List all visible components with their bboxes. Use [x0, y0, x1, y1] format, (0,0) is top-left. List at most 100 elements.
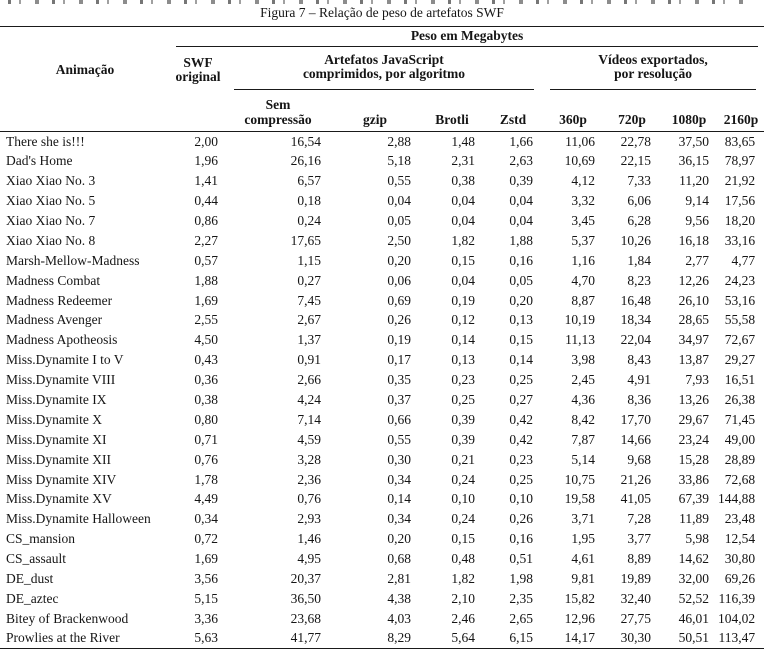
table-row: Miss.Dynamite VIII 0,36 2,66 0,35 0,23 0… — [0, 370, 764, 390]
table-row: DE_dust 3,56 20,37 2,81 1,82 1,98 9,81 1… — [0, 569, 764, 589]
cell-1080p: 5,98 — [685, 531, 709, 547]
cell-zstd: 0,25 — [509, 471, 533, 487]
col-header-animacao: Animação — [55, 62, 115, 77]
cell-2160p: 83,65 — [718, 131, 764, 152]
cell-zstd: 2,63 — [509, 153, 533, 169]
cell-zstd: 0,26 — [509, 511, 533, 527]
cell-360p: 4,36 — [571, 392, 595, 408]
cell-zstd: 0,16 — [509, 531, 533, 547]
cell-brotli: 0,38 — [451, 173, 475, 189]
table-row: Miss.Dynamite X 0,80 7,14 0,66 0,39 0,42… — [0, 410, 764, 430]
cell-brotli: 2,10 — [451, 590, 475, 606]
cell-brotli: 2,31 — [451, 153, 475, 169]
cell-gzip: 4,03 — [387, 610, 411, 626]
swf-label-line1: SWF — [183, 54, 213, 70]
cell-360p: 10,75 — [564, 471, 595, 487]
cell-zstd: 0,20 — [509, 292, 533, 308]
animation-name: Madness Combat — [6, 272, 101, 288]
cell-zstd: 1,98 — [509, 571, 533, 587]
cell-sem-compressao: 2,67 — [297, 312, 321, 328]
cell-360p: 14,17 — [564, 630, 595, 646]
cell-720p: 30,30 — [620, 630, 651, 646]
cell-720p: 8,89 — [627, 551, 651, 567]
col-header-720p: 720p — [618, 111, 646, 127]
cell-brotli: 0,10 — [451, 491, 475, 507]
col-header-360p: 360p — [559, 111, 587, 127]
table-row: Xiao Xiao No. 8 2,27 17,65 2,50 1,82 1,8… — [0, 231, 764, 251]
cell-zstd: 0,27 — [509, 392, 533, 408]
cell-brotli: 0,21 — [451, 451, 475, 467]
cell-zstd: 0,39 — [509, 173, 533, 189]
cell-swf-original: 2,27 — [194, 232, 218, 248]
cell-brotli: 0,48 — [451, 551, 475, 567]
cell-brotli: 0,24 — [451, 511, 475, 527]
cell-1080p: 29,67 — [678, 411, 709, 427]
cell-1080p: 23,24 — [678, 431, 709, 447]
cell-zstd: 0,04 — [509, 193, 533, 209]
animation-name: Miss.Dynamite VIII — [6, 372, 116, 388]
cell-sem-compressao: 0,76 — [297, 491, 321, 507]
animation-name: Dad's Home — [6, 153, 73, 169]
animation-name: DE_dust — [6, 571, 54, 587]
cell-zstd: 6,15 — [509, 630, 533, 646]
cell-1080p: 11,89 — [679, 511, 709, 527]
cell-1080p: 9,14 — [685, 193, 709, 209]
animation-name: Marsh-Mellow-Madness — [6, 252, 140, 268]
cell-720p: 27,75 — [620, 610, 651, 626]
cell-360p: 11,06 — [542, 131, 604, 152]
cell-brotli: 0,39 — [451, 431, 475, 447]
rule-under-videos-exportados — [550, 88, 757, 90]
animation-name: Madness Apotheosis — [6, 332, 118, 348]
cell-gzip: 5,18 — [387, 153, 411, 169]
animation-name: DE_aztec — [6, 590, 59, 606]
table-row: Miss.Dynamite XV 4,49 0,76 0,14 0,10 0,1… — [0, 490, 764, 510]
cell-zstd: 1,66 — [484, 131, 542, 152]
cell-360p: 3,32 — [571, 193, 595, 209]
cell-gzip: 0,14 — [387, 491, 411, 507]
cell-360p: 2,45 — [571, 372, 595, 388]
col-header-2160p: 2160p — [723, 111, 759, 127]
table-header: Animação Peso em Megabytes SWF original … — [0, 27, 764, 132]
animation-name: Xiao Xiao No. 3 — [6, 173, 96, 189]
cell-gzip: 0,34 — [387, 511, 411, 527]
table-row: Marsh-Mellow-Madness 0,57 1,15 0,20 0,15… — [0, 251, 764, 271]
animation-name: Madness Avenger — [6, 312, 103, 328]
cell-2160p: 28,89 — [724, 451, 756, 467]
cell-1080p: 33,86 — [678, 471, 709, 487]
cell-360p: 15,82 — [564, 590, 595, 606]
cell-swf-original: 1,69 — [194, 292, 218, 308]
cell-sem-compressao: 0,18 — [297, 193, 321, 209]
cell-gzip: 8,29 — [387, 630, 411, 646]
cell-sem-compressao: 0,24 — [297, 213, 321, 228]
cell-brotli: 0,14 — [451, 332, 475, 348]
cell-swf-original: 1,88 — [194, 272, 218, 288]
cell-gzip: 0,05 — [387, 213, 411, 228]
cell-swf-original: 1,69 — [194, 551, 218, 567]
cell-sem-compressao: 41,77 — [290, 630, 321, 646]
table-body: There she is!!! 2,00 16,54 2,88 1,48 1,6… — [0, 131, 764, 649]
cell-gzip: 0,69 — [387, 292, 411, 308]
cell-2160p: 72,68 — [724, 471, 756, 487]
cell-zstd: 0,15 — [509, 332, 533, 348]
cell-gzip: 0,30 — [387, 451, 411, 467]
table-row: Prowlies at the River 5,63 41,77 8,29 5,… — [0, 629, 764, 649]
cell-swf-original: 0,71 — [194, 431, 218, 447]
cell-zstd: 0,23 — [509, 451, 533, 467]
cell-2160p: 18,20 — [724, 213, 756, 228]
cell-360p: 3,45 — [571, 213, 595, 228]
cell-zstd: 0,10 — [509, 491, 533, 507]
cell-zstd: 0,13 — [509, 312, 533, 328]
cell-sem-compressao: 0,27 — [297, 272, 321, 288]
cell-360p: 4,70 — [571, 272, 595, 288]
cell-2160p: 55,58 — [724, 312, 756, 328]
cell-brotli: 1,48 — [420, 131, 484, 152]
cell-720p: 6,28 — [627, 213, 651, 228]
cell-360p: 10,69 — [564, 153, 595, 169]
cell-gzip: 2,81 — [387, 571, 411, 587]
cell-swf-original: 1,96 — [194, 153, 218, 169]
cell-1080p: 15,28 — [678, 451, 709, 467]
cell-720p: 22,04 — [620, 332, 651, 348]
cell-2160p: 116,39 — [718, 590, 756, 606]
cell-zstd: 0,14 — [509, 352, 533, 368]
cell-360p: 10,19 — [564, 312, 595, 328]
